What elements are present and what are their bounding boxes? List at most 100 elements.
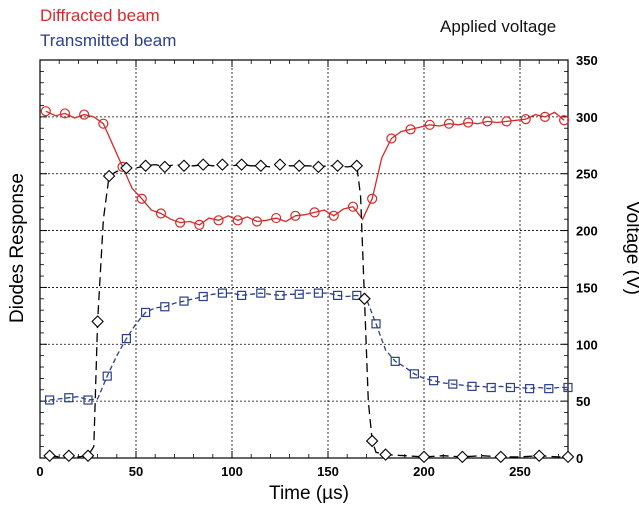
series-point-applied-voltage bbox=[158, 160, 172, 174]
series-point-transmitted-beam bbox=[333, 290, 343, 300]
x-tick-label: 150 bbox=[317, 464, 339, 479]
series-point-diffracted-beam bbox=[79, 109, 90, 120]
legend-transmitted-beam: Transmitted beam bbox=[40, 31, 177, 50]
y-tick-label: 350 bbox=[576, 53, 598, 68]
series-point-transmitted-beam bbox=[64, 393, 74, 403]
series-point-diffracted-beam bbox=[443, 118, 455, 129]
series-point-applied-voltage bbox=[216, 158, 229, 171]
series-point-applied-voltage bbox=[120, 161, 133, 175]
series-point-applied-voltage bbox=[561, 450, 575, 464]
series-point-diffracted-beam bbox=[98, 118, 109, 129]
series-point-transmitted-beam bbox=[486, 382, 496, 393]
series-point-applied-voltage bbox=[139, 159, 152, 173]
legend-diffracted-beam: Diffracted beam bbox=[40, 6, 160, 25]
series-point-transmitted-beam bbox=[217, 288, 227, 298]
series-point-applied-voltage bbox=[196, 158, 210, 171]
series-point-transmitted-beam bbox=[313, 288, 323, 298]
legend-applied-voltage: Applied voltage bbox=[440, 17, 557, 36]
series-point-applied-voltage bbox=[91, 315, 104, 328]
series-point-diffracted-beam bbox=[59, 108, 71, 119]
series-point-transmitted-beam bbox=[237, 290, 247, 300]
series-point-transmitted-beam bbox=[141, 307, 151, 318]
series-point-diffracted-beam bbox=[175, 217, 186, 228]
series-point-diffracted-beam bbox=[155, 208, 167, 219]
series-point-applied-voltage bbox=[358, 292, 371, 306]
series-point-diffracted-beam bbox=[328, 210, 339, 221]
series-point-diffracted-beam bbox=[136, 193, 147, 204]
series-point-transmitted-beam bbox=[467, 381, 477, 391]
series-point-applied-voltage bbox=[350, 159, 364, 173]
x-tick-label: 200 bbox=[413, 464, 435, 479]
y-axis-label-left: Diodes Response bbox=[7, 173, 28, 323]
x-axis-label: Time (µs) bbox=[269, 483, 349, 504]
series-point-diffracted-beam bbox=[482, 116, 493, 127]
series-point-diffracted-beam bbox=[213, 215, 224, 226]
series-point-diffracted-beam bbox=[309, 207, 320, 218]
series-point-diffracted-beam bbox=[232, 215, 243, 226]
series-point-transmitted-beam bbox=[83, 395, 93, 405]
series-point-diffracted-beam bbox=[539, 111, 551, 122]
series-point-applied-voltage bbox=[292, 159, 306, 173]
series-point-applied-voltage bbox=[43, 449, 56, 463]
series-point-applied-voltage bbox=[365, 434, 379, 448]
x-tick-label: 0 bbox=[36, 464, 43, 479]
series-point-transmitted-beam bbox=[544, 384, 554, 394]
series-point-diffracted-beam bbox=[40, 106, 51, 117]
series-point-diffracted-beam bbox=[386, 133, 397, 144]
series-line-transmitted-beam bbox=[49, 292, 568, 401]
series-point-diffracted-beam bbox=[405, 124, 416, 135]
series-point-diffracted-beam bbox=[251, 216, 263, 227]
plot-frame bbox=[39, 59, 569, 459]
series-point-applied-voltage bbox=[331, 159, 344, 173]
series-line-diffracted-beam bbox=[45, 110, 565, 226]
series-point-diffracted-beam bbox=[501, 116, 512, 127]
series-point-applied-voltage bbox=[379, 448, 392, 461]
y-tick-label: 50 bbox=[576, 394, 590, 409]
series-point-applied-voltage bbox=[494, 450, 508, 464]
series-point-applied-voltage bbox=[62, 449, 76, 463]
series-point-transmitted-beam bbox=[275, 290, 285, 300]
series-point-applied-voltage bbox=[312, 160, 325, 174]
series-point-applied-voltage bbox=[102, 169, 116, 183]
series-point-transmitted-beam bbox=[102, 371, 112, 381]
series-point-transmitted-beam bbox=[505, 382, 515, 393]
y-tick-label: 300 bbox=[576, 110, 598, 125]
series-point-transmitted-beam bbox=[198, 291, 208, 302]
series-point-applied-voltage bbox=[235, 158, 248, 171]
series-point-diffracted-beam bbox=[559, 115, 570, 126]
series-point-transmitted-beam bbox=[409, 369, 419, 379]
y-tick-label: 250 bbox=[576, 167, 598, 182]
series-point-transmitted-beam bbox=[256, 288, 266, 298]
series-point-applied-voltage bbox=[273, 158, 287, 171]
series-point-applied-voltage bbox=[81, 449, 95, 463]
series-point-diffracted-beam bbox=[271, 212, 282, 224]
series-point-transmitted-beam bbox=[524, 384, 535, 394]
series-point-transmitted-beam bbox=[429, 376, 439, 386]
x-tick-label: 100 bbox=[221, 464, 243, 479]
series-point-transmitted-beam bbox=[121, 334, 132, 344]
series-point-applied-voltage bbox=[254, 159, 268, 173]
series-point-transmitted-beam bbox=[352, 290, 362, 300]
series-point-transmitted-beam bbox=[160, 302, 170, 312]
x-tick-label: 250 bbox=[509, 464, 531, 479]
x-tick-label: 50 bbox=[129, 464, 143, 479]
series-point-diffracted-beam bbox=[347, 201, 359, 212]
series-point-transmitted-beam bbox=[44, 395, 55, 405]
series-point-diffracted-beam bbox=[424, 119, 435, 130]
series-point-transmitted-beam bbox=[448, 379, 458, 389]
series-point-transmitted-beam bbox=[371, 319, 381, 329]
series-point-applied-voltage bbox=[532, 449, 546, 463]
series-point-transmitted-beam bbox=[179, 296, 189, 306]
series-point-diffracted-beam bbox=[194, 219, 205, 230]
series-point-transmitted-beam bbox=[294, 289, 304, 299]
y-tick-label: 150 bbox=[576, 280, 598, 295]
y-tick-label: 100 bbox=[576, 337, 598, 352]
y-tick-label: 0 bbox=[576, 451, 583, 466]
y-tick-label: 200 bbox=[576, 224, 598, 239]
series-point-diffracted-beam bbox=[367, 193, 378, 204]
series-point-applied-voltage bbox=[177, 159, 191, 173]
series-point-diffracted-beam bbox=[520, 114, 531, 125]
series-point-diffracted-beam bbox=[290, 210, 301, 221]
y-axis-label-right: Voltage (V) bbox=[622, 201, 639, 295]
